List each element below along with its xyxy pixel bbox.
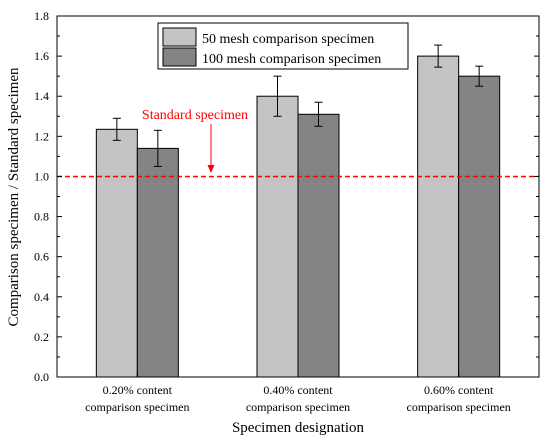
- y-tick-label: 0.6: [34, 250, 49, 264]
- x-axis-label: Specimen designation: [232, 420, 365, 436]
- error-bar-series0-cat0: [112, 117, 121, 141]
- error-bar-series1-cat0: [153, 129, 162, 167]
- y-tick-label: 1.6: [34, 49, 49, 63]
- standard-specimen-label: Standard specimen: [142, 108, 248, 123]
- bar-series1-cat1: [297, 113, 340, 378]
- error-bar-series0-cat2: [434, 44, 443, 68]
- y-tick-label: 1.4: [34, 89, 49, 103]
- x-tick-label: comparison specimen: [407, 400, 511, 414]
- x-tick-label: 0.20% content: [103, 383, 173, 397]
- y-tick-label: 0.0: [34, 370, 49, 384]
- x-tick-label: comparison specimen: [85, 400, 189, 414]
- y-tick-label: 1.0: [34, 169, 49, 183]
- y-tick-label: 0.8: [34, 210, 49, 224]
- legend-swatch-100-mesh: [162, 47, 197, 67]
- bars-layer: [95, 55, 501, 378]
- error-bar-series1-cat2: [475, 65, 484, 87]
- x-tick-label: 0.60% content: [424, 383, 494, 397]
- y-tick-label: 1.8: [34, 9, 49, 23]
- bar-series0-cat1: [256, 95, 299, 378]
- y-axis-label: Comparison specimen / Standard specimen: [6, 67, 22, 327]
- y-tick-label: 0.2: [34, 330, 49, 344]
- standard-specimen-annotation: Standard specimen: [142, 108, 248, 173]
- y-tick-label: 0.4: [34, 290, 49, 304]
- x-tick-label: comparison specimen: [246, 400, 350, 414]
- bar-series0-cat0: [95, 128, 138, 378]
- x-tick-label: 0.40% content: [263, 383, 333, 397]
- annotation-arrow-head: [207, 165, 215, 173]
- error-bar-series0-cat1: [273, 75, 282, 117]
- y-axis-ticks: 0.0 0.2 0.4 0.6 0.8 1.0 1.2 1.4 1.6 1.8: [34, 9, 539, 384]
- legend: 50 mesh comparison specimen 100 mesh com…: [157, 22, 409, 70]
- y-tick-label: 1.2: [34, 129, 49, 143]
- legend-swatch-50-mesh: [162, 27, 197, 47]
- x-axis-ticks: 0.20% content comparison specimen 0.40% co…: [85, 372, 511, 414]
- bar-series1-cat2: [458, 75, 501, 378]
- legend-label-50-mesh: 50 mesh comparison specimen: [202, 32, 374, 47]
- legend-label-100-mesh: 100 mesh comparison specimen: [202, 52, 381, 67]
- error-bar-series1-cat1: [314, 101, 323, 127]
- error-bars-layer: [112, 44, 484, 167]
- legend-box: [157, 22, 409, 70]
- bar-series0-cat2: [417, 55, 460, 378]
- bar-series1-cat0: [136, 147, 179, 378]
